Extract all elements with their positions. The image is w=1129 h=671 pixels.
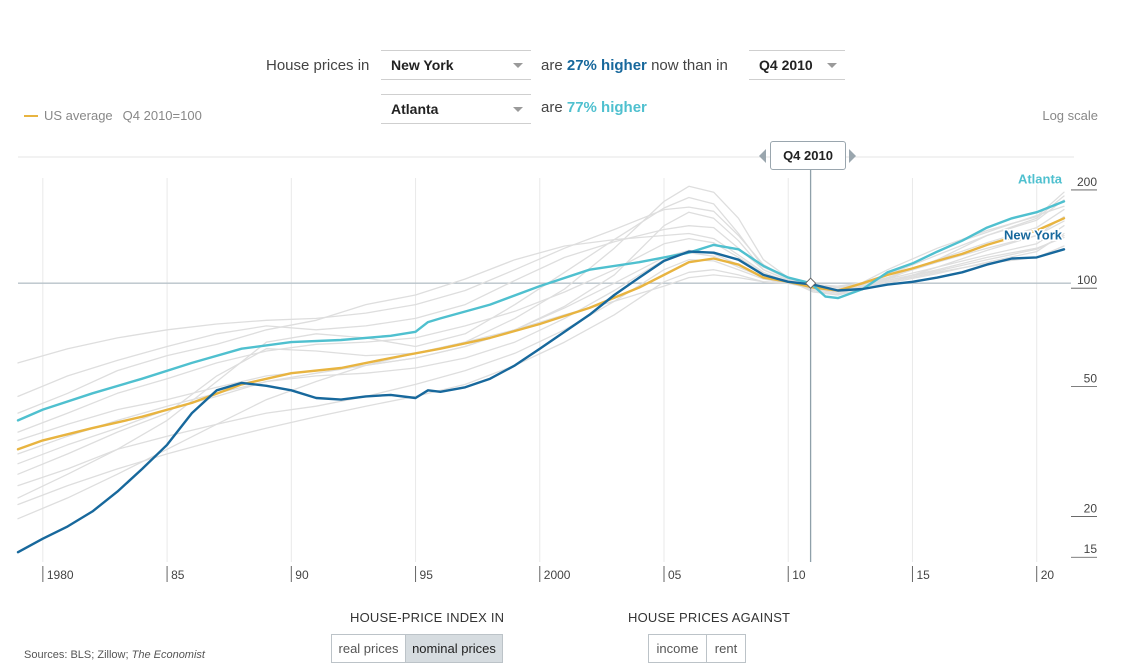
sentence-line2: are 77% higher [541, 99, 647, 116]
y-tick-label: 100 [1077, 273, 1097, 287]
us-average-swatch [24, 114, 38, 117]
y-axis: 200 100 50 20 15 [1071, 175, 1098, 558]
series-line-atlanta [16, 200, 1066, 422]
x-tick-label: 10 [792, 568, 806, 582]
chevron-down-icon [513, 63, 523, 68]
toggle-rent[interactable]: rent [706, 634, 746, 663]
are-text-1: are [541, 57, 563, 74]
toggle-nominal-prices[interactable]: nominal prices [405, 634, 503, 663]
sentence-prefix: House prices in [266, 57, 370, 74]
are-text-2: are [541, 99, 563, 116]
base-note: Q4 2010=100 [122, 108, 202, 123]
chevron-down-icon [513, 107, 523, 112]
series-line-other-metro-8 [17, 234, 1065, 506]
y-tick-label: 20 [1084, 501, 1098, 515]
slider-right-arrow-icon[interactable] [849, 149, 856, 163]
index-toggle-title: HOUSE-PRICE INDEX IN [350, 610, 505, 625]
highlight-series [16, 200, 1066, 554]
series-line-other-metro-11 [17, 208, 1065, 433]
x-tick-label: 95 [420, 568, 434, 582]
base-period-value: Q4 2010 [759, 57, 813, 73]
series-line-other-metro-6 [17, 215, 1065, 414]
source-prefix: Sources: BLS; Zillow; [24, 649, 129, 661]
house-price-chart: New York Atlanta 1980 85 90 95 2000 05 10 15 20 2… [16, 156, 1098, 582]
y-tick-label: 50 [1084, 371, 1098, 385]
x-tick-label: 85 [171, 568, 185, 582]
toggle-income[interactable]: income [648, 634, 707, 663]
x-tick-label: 15 [916, 568, 930, 582]
series-line-other-metro-4 [17, 199, 1065, 465]
x-tick-label: 1980 [47, 568, 74, 582]
x-grid [42, 178, 1038, 562]
slider-left-arrow-icon[interactable] [759, 149, 766, 163]
series-line-other-metro-7 [17, 245, 1065, 442]
city1-value: New York [391, 57, 454, 73]
series-line-other-metro-5 [17, 225, 1065, 398]
x-tick-label: 2000 [544, 568, 571, 582]
new-york-diff: 27% higher [566, 57, 647, 74]
x-axis: 1980 85 90 95 2000 05 10 15 20 [42, 566, 1055, 582]
source-publication: The Economist [131, 649, 205, 661]
period-slider-label: Q4 2010 [783, 148, 833, 163]
x-tick-label: 05 [668, 568, 682, 582]
toggle-real-prices[interactable]: real prices [331, 634, 406, 663]
base-period-dropdown[interactable]: Q4 2010 [749, 50, 845, 80]
source-note: Sources: BLS; Zillow; The Economist [24, 649, 205, 661]
background-series [17, 185, 1065, 520]
x-tick-label: 20 [1041, 568, 1055, 582]
series-line-us-average [16, 217, 1066, 451]
city2-value: Atlanta [391, 101, 439, 117]
legend-us-average: US average Q4 2010=100 [24, 108, 202, 123]
city2-dropdown[interactable]: Atlanta [381, 94, 531, 124]
series-label-new-york: New York [1004, 227, 1063, 242]
us-average-label: US average [44, 108, 113, 123]
atlanta-diff: 77% higher [566, 99, 647, 116]
series-line-new-york [16, 248, 1066, 554]
period-slider-handle[interactable]: Q4 2010 [770, 141, 846, 170]
period-marker[interactable] [804, 277, 817, 289]
y-tick-label: 200 [1077, 175, 1097, 189]
city1-dropdown[interactable]: New York [381, 50, 531, 80]
x-tick-label: 90 [295, 568, 309, 582]
series-line-other-metro-3 [17, 191, 1065, 364]
series-label-atlanta: Atlanta [1018, 171, 1063, 186]
against-toggle-title: HOUSE PRICES AGAINST [628, 610, 791, 625]
chevron-down-icon [827, 63, 837, 68]
sentence-line1: are 27% higher now than in [541, 57, 728, 74]
series-labels: New York Atlanta [1002, 170, 1064, 244]
y-tick-label: 15 [1084, 542, 1098, 556]
log-scale-note: Log scale [1042, 108, 1098, 123]
now-than-in-text: now than in [651, 57, 728, 74]
